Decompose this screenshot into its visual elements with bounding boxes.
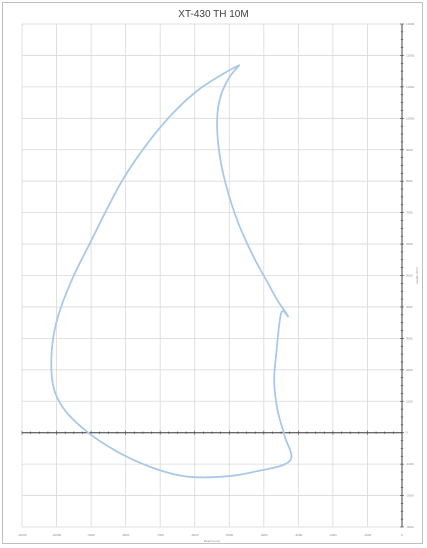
chart-title: XT-430 TH 10M xyxy=(178,9,249,20)
y-tick-label: 2000 xyxy=(406,368,413,372)
y-tick-label: 8000 xyxy=(406,179,413,183)
y-tick-label: 7000 xyxy=(406,211,413,215)
x-tick-label: -5000 xyxy=(225,533,233,537)
x-axis-title: Reach (mm) xyxy=(204,539,221,543)
x-tick-label: -7000 xyxy=(156,533,164,537)
y-tick-label: -2000 xyxy=(406,494,414,498)
x-tick-label: -11000 xyxy=(17,533,26,537)
x-tick-label: -6000 xyxy=(191,533,199,537)
y-axis-title: Height (mm) xyxy=(415,267,419,284)
x-tick-label: -1000 xyxy=(364,533,372,537)
x-tick-label: 0 xyxy=(401,533,403,537)
y-tick-label: -1000 xyxy=(406,462,414,466)
y-tick-label: 6000 xyxy=(406,242,413,246)
horizontal-gridlines xyxy=(22,23,402,528)
axes xyxy=(21,23,404,528)
y-tick-labels: -3000 -2000 -1000 0 1000 2000 3000 4000 5000 6000… xyxy=(406,22,415,529)
x-tick-label: -3000 xyxy=(295,533,303,537)
y-tick-label: 9000 xyxy=(406,148,413,152)
x-tick-label: -9000 xyxy=(87,533,95,537)
series-layer xyxy=(50,64,293,479)
chart-frame xyxy=(2,2,423,544)
y-tick-label: 13000 xyxy=(406,22,415,26)
x-tick-label: -4000 xyxy=(260,533,268,537)
y-tick-label: 11000 xyxy=(406,85,414,89)
y-tick-label: 1000 xyxy=(406,399,413,403)
x-tick-label: -10000 xyxy=(52,533,62,537)
y-tick-label: 3000 xyxy=(406,336,413,340)
y-tick-label: -3000 xyxy=(406,525,414,529)
y-tick-label: 12000 xyxy=(406,53,415,57)
y-tick-label: 0 xyxy=(406,431,408,435)
y-tick-label: 10000 xyxy=(406,116,415,120)
y-tick-label: 4000 xyxy=(406,305,413,309)
series-line-working-range xyxy=(50,64,293,479)
y-tick-label: 5000 xyxy=(406,274,413,278)
x-tick-label: -8000 xyxy=(122,533,130,537)
x-tick-labels: -11000 -10000 -9000 -8000 -7000 -6000 -5000 -40… xyxy=(17,533,403,537)
x-tick-label: -2000 xyxy=(329,533,337,537)
